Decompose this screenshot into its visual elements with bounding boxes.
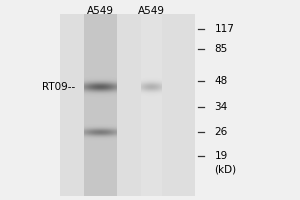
Text: 19: 19: [214, 151, 228, 161]
Text: 85: 85: [214, 44, 228, 54]
Bar: [141, 14, 162, 196]
Text: RT09--: RT09--: [42, 82, 75, 92]
Text: 26: 26: [214, 127, 228, 137]
Text: 48: 48: [214, 76, 228, 86]
Bar: [84, 14, 117, 196]
Text: 34: 34: [214, 102, 228, 112]
Text: (kD): (kD): [214, 165, 237, 175]
Text: 117: 117: [214, 24, 234, 34]
Text: A549: A549: [87, 6, 114, 16]
Text: A549: A549: [138, 6, 165, 16]
Bar: [60, 14, 195, 196]
